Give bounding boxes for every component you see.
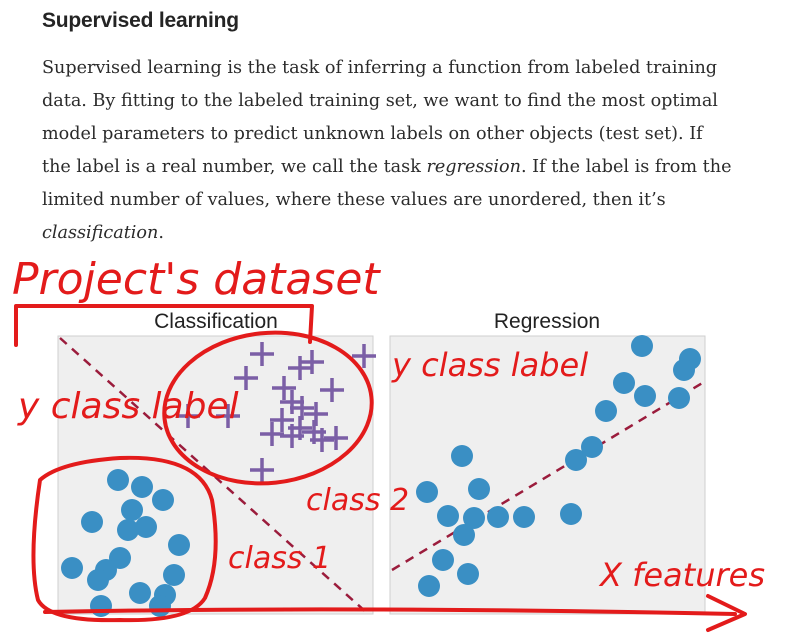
class-1-dot bbox=[87, 569, 109, 591]
section-heading: Supervised learning bbox=[42, 9, 239, 32]
class-2-points bbox=[176, 342, 376, 482]
class-2-plus bbox=[280, 390, 304, 414]
regression-dot bbox=[418, 575, 440, 597]
regression-dot bbox=[487, 506, 509, 528]
regression-dot bbox=[668, 387, 690, 409]
class-2-plus bbox=[272, 376, 296, 400]
class-2-plus bbox=[352, 344, 376, 368]
paragraph-line-1: Supervised learning is the task of infer… bbox=[42, 58, 718, 78]
term-regression: regression bbox=[426, 157, 521, 177]
handwritten-annotations bbox=[14, 304, 747, 632]
class-1-dot bbox=[129, 582, 151, 604]
regression-dot bbox=[432, 549, 454, 571]
dataset-annotation: Project's dataset bbox=[12, 254, 381, 305]
regression-dot bbox=[468, 478, 490, 500]
regression-dot bbox=[513, 506, 535, 528]
class-2-plus bbox=[304, 402, 328, 426]
paragraph-line-4-start: the label is a real number, we call the … bbox=[42, 157, 427, 177]
regression-dot bbox=[463, 507, 485, 529]
class-1-points bbox=[61, 469, 190, 617]
regression-dot bbox=[631, 335, 653, 357]
regression-dot bbox=[634, 385, 656, 407]
class-1-circle bbox=[31, 455, 218, 623]
regression-title: Regression bbox=[494, 310, 600, 333]
class-2-plus bbox=[260, 422, 284, 446]
class-1-dot bbox=[117, 519, 139, 541]
class-2-plus bbox=[310, 428, 334, 452]
class-2-circle bbox=[162, 330, 374, 486]
paragraph-line-5: limited number of values, where these va… bbox=[42, 190, 666, 210]
class-1-dot bbox=[163, 564, 185, 586]
regression-dot bbox=[560, 503, 582, 525]
class-2-plus bbox=[176, 404, 200, 428]
class-1-dot bbox=[81, 511, 103, 533]
regression-dot bbox=[581, 436, 603, 458]
regression-trend-line bbox=[391, 380, 705, 572]
paragraph-line-3: model parameters to predict unknown labe… bbox=[42, 124, 703, 144]
regression-dot bbox=[673, 359, 695, 381]
dataset-bracket bbox=[14, 304, 314, 347]
regression-dot bbox=[613, 372, 635, 394]
class-1-dot bbox=[135, 516, 157, 538]
paragraph-line-6: classification. bbox=[42, 217, 732, 250]
classification-title: Classification bbox=[154, 310, 278, 333]
paragraph-line-4-end: . If the label is from the bbox=[520, 157, 732, 177]
class-1-dot bbox=[152, 489, 174, 511]
class-1-dot bbox=[168, 534, 190, 556]
article-paragraph: Supervised learning is the task of infer… bbox=[42, 52, 732, 250]
regression-dot bbox=[595, 400, 617, 422]
class-2-plus bbox=[280, 424, 304, 448]
class-1-dot bbox=[90, 595, 112, 617]
regression-dot bbox=[451, 445, 473, 467]
class-2-plus bbox=[234, 366, 258, 390]
class-1-dot bbox=[149, 595, 171, 617]
class-1-dot bbox=[107, 469, 129, 491]
regression-dot bbox=[457, 563, 479, 585]
class-2-plus bbox=[324, 426, 348, 450]
class-2-plus bbox=[290, 396, 314, 420]
class-2-plus bbox=[300, 350, 324, 374]
class-2-plus bbox=[216, 404, 240, 428]
class-1-dot bbox=[121, 499, 143, 521]
paragraph-line-6-end: . bbox=[158, 223, 164, 243]
decision-boundary-line bbox=[59, 337, 367, 613]
class-2-annotation: class 2 bbox=[306, 483, 409, 518]
paragraph-line-2: data. By fitting to the labeled training… bbox=[42, 91, 718, 111]
class-1-dot bbox=[131, 476, 153, 498]
regression-dot bbox=[437, 505, 459, 527]
regression-dot bbox=[565, 449, 587, 471]
regression-points bbox=[416, 335, 701, 597]
class-2-plus bbox=[320, 378, 344, 402]
class-1-annotation: class 1 bbox=[228, 541, 331, 576]
y-class-label-annotation-left: y class label bbox=[17, 386, 239, 427]
regression-panel: Regression bbox=[389, 310, 706, 615]
regression-dot bbox=[416, 481, 438, 503]
y-class-label-annotation-right: y class label bbox=[391, 346, 588, 384]
class-2-plus bbox=[288, 356, 312, 380]
regression-dot bbox=[453, 524, 475, 546]
class-1-dot bbox=[61, 557, 83, 579]
x-axis-arrow-line bbox=[43, 607, 737, 616]
x-axis-arrow-head bbox=[706, 594, 747, 632]
class-2-plus bbox=[250, 458, 274, 482]
class-2-plus bbox=[270, 408, 294, 432]
class-2-plus bbox=[250, 342, 274, 366]
x-features-annotation: X features bbox=[598, 556, 765, 594]
paragraph-line-4: the label is a real number, we call the … bbox=[42, 151, 732, 184]
term-classification: classification bbox=[42, 223, 159, 243]
